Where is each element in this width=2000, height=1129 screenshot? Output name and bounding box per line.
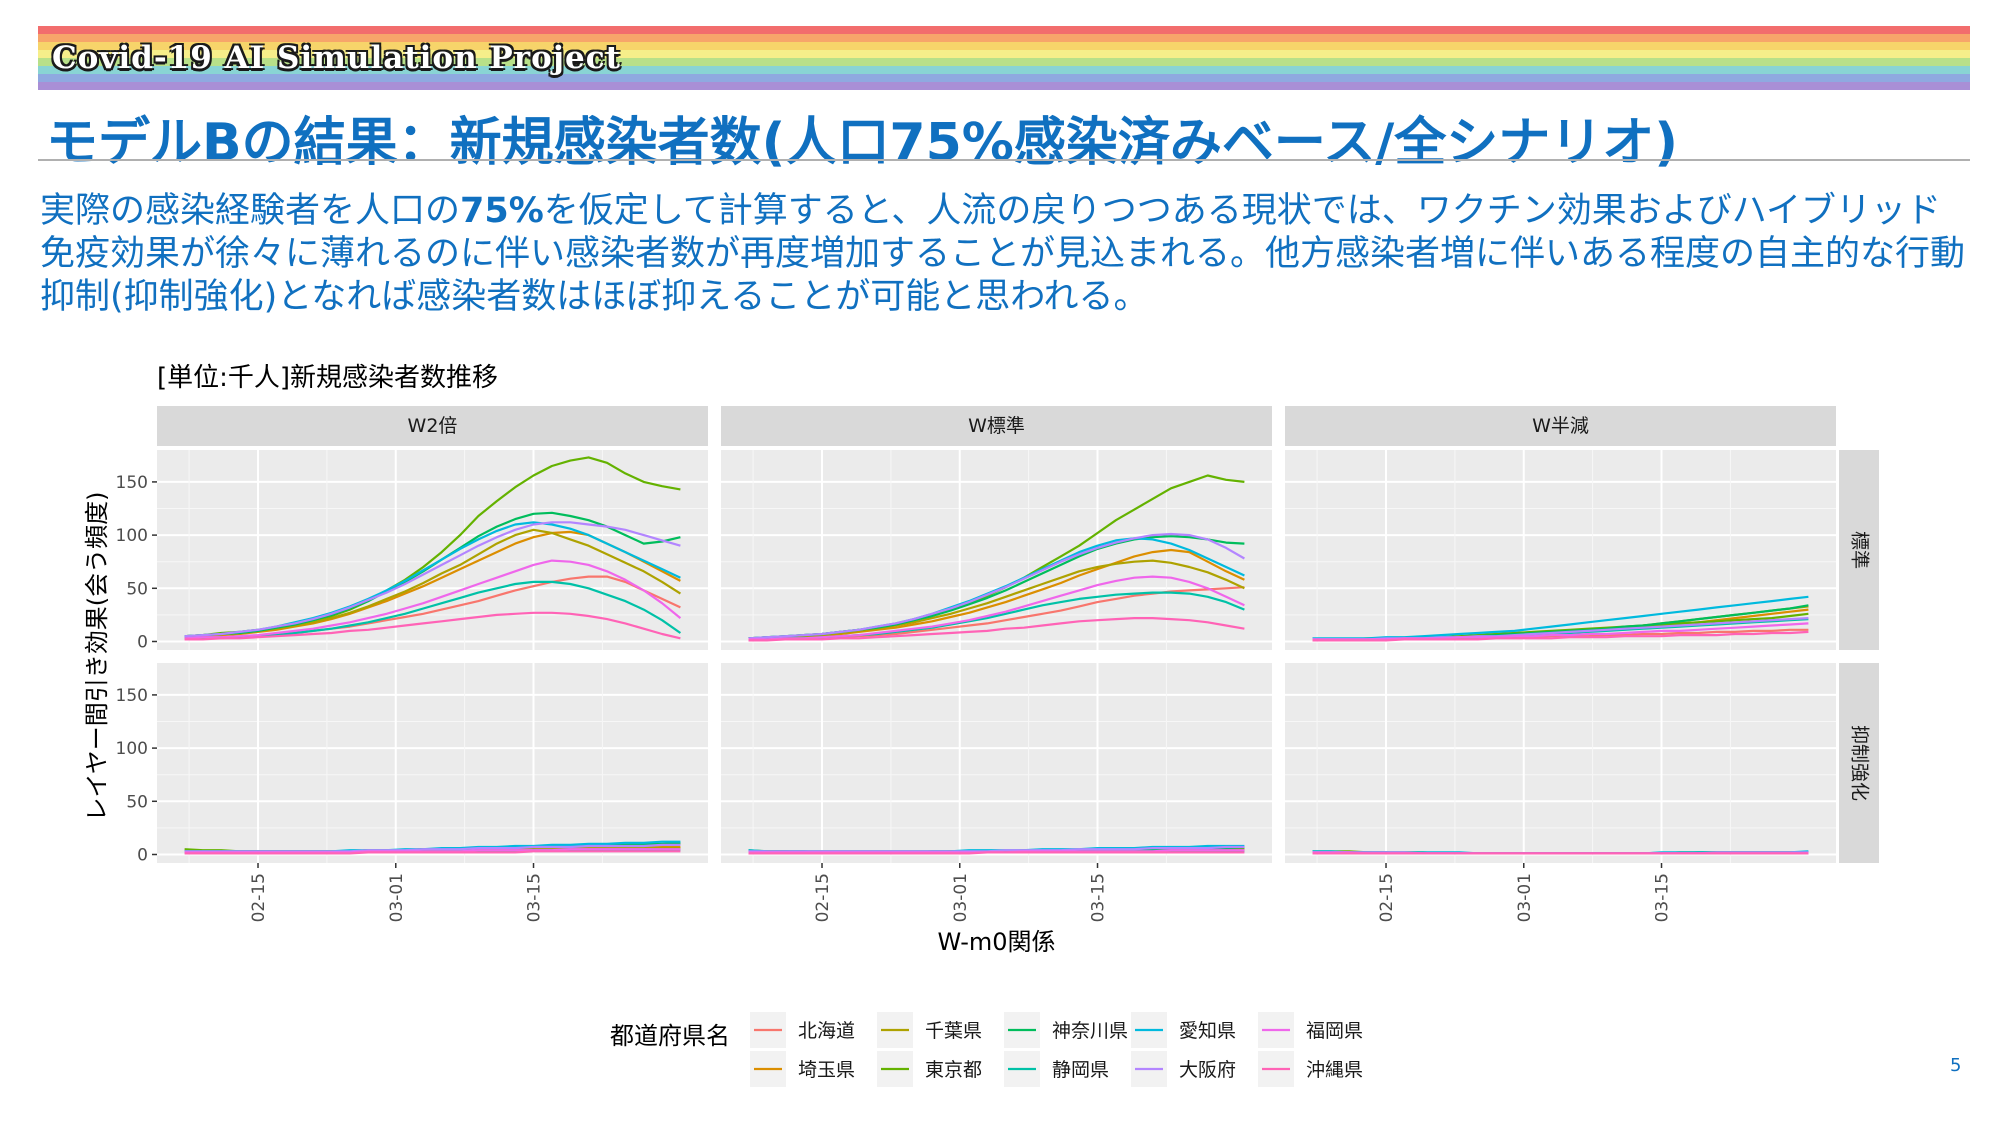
facet-row-label: 抑制強化 <box>1849 725 1871 801</box>
page-number: 5 <box>1950 1055 1962 1076</box>
rainbow-stripe <box>38 58 1970 66</box>
series-line <box>748 845 1245 853</box>
project-banner-title: Covid-19 AI Simulation Project <box>52 40 621 76</box>
x-tick-label: 03-01 <box>951 873 971 922</box>
rainbow-stripe <box>38 34 1970 42</box>
y-tick-label: 150 <box>116 473 148 493</box>
panel-background <box>1285 663 1836 863</box>
legend-label: 神奈川県 <box>1052 1020 1128 1042</box>
panel-background <box>721 663 1272 863</box>
rainbow-stripe <box>38 74 1970 82</box>
rainbow-stripe <box>38 82 1970 90</box>
legend-label: 埼玉県 <box>798 1059 855 1081</box>
slide-body-text: 実際の感染経験者を人口の75%を仮定して計算すると、人流の戻りつつある現状では、… <box>40 190 1970 319</box>
rainbow-stripe <box>38 50 1970 58</box>
slide-title: モデルBの結果：新規感染者数(人口75%感染済みベース/全シナリオ) <box>46 113 1679 173</box>
facet-col-label: W半減 <box>1532 415 1589 437</box>
x-tick-label: 03-15 <box>1653 873 1673 922</box>
series-line <box>184 521 681 638</box>
x-tick-label: 03-01 <box>387 873 407 922</box>
y-axis-title: レイヤー間引き効果(会う頻度) <box>83 491 111 821</box>
series-line <box>748 851 1245 855</box>
series-line <box>184 843 681 853</box>
rainbow-stripe <box>38 26 1970 34</box>
y-tick-label: 100 <box>116 739 148 759</box>
x-tick-label: 02-15 <box>813 873 833 922</box>
legend-label: 東京都 <box>925 1059 982 1081</box>
legend-label: 大阪府 <box>1179 1059 1236 1081</box>
legend-label: 愛知県 <box>1179 1020 1236 1042</box>
facet-strip-col <box>1285 406 1836 446</box>
facet-col-label: W標準 <box>968 415 1025 437</box>
y-tick-label: 50 <box>126 792 148 812</box>
legend-title: 都道府県名 <box>610 1022 730 1050</box>
legend-label: 沖縄県 <box>1306 1059 1363 1081</box>
panel-background <box>157 450 708 650</box>
body-text-highlight: 75% <box>460 191 544 231</box>
series-line <box>184 559 682 640</box>
facet-strip-row <box>1839 450 1879 650</box>
facet-strip-row <box>1839 663 1879 863</box>
series-line <box>748 616 1245 642</box>
rainbow-banner <box>38 26 1970 90</box>
facet-strip-col <box>721 406 1272 446</box>
body-text-part1: 実際の感染経験者を人口の <box>40 191 461 231</box>
y-tick-label: 50 <box>126 579 148 599</box>
x-tick-label: 02-15 <box>249 873 269 922</box>
facet-row-label: 標準 <box>1849 531 1871 569</box>
legend-label: 北海道 <box>798 1020 855 1042</box>
series-line <box>1312 630 1809 642</box>
y-tick-label: 150 <box>116 686 148 706</box>
x-tick-label: 02-15 <box>1377 873 1397 922</box>
y-tick-label: 0 <box>137 845 148 865</box>
legend-label: 千葉県 <box>925 1020 982 1042</box>
chart-title: [単位:千人]新規感染者数推移 <box>157 363 498 393</box>
legend-label: 静岡県 <box>1052 1059 1109 1081</box>
x-tick-label: 03-01 <box>1515 873 1535 922</box>
x-tick-label: 03-15 <box>525 873 545 922</box>
y-tick-label: 0 <box>137 632 148 652</box>
rainbow-stripe <box>38 42 1970 50</box>
panel-background <box>157 663 708 863</box>
x-tick-label: 03-15 <box>1089 873 1109 922</box>
series-line <box>184 611 681 641</box>
facet-strip-col <box>157 406 708 446</box>
x-axis-title: W-m0関係 <box>937 928 1055 956</box>
title-divider <box>38 159 1970 161</box>
body-text-part2: を仮定して計算すると、人流の戻りつつある現状では、ワクチン効果およびハイブリッド… <box>40 191 1966 317</box>
series-line <box>184 850 681 855</box>
y-tick-label: 100 <box>116 526 148 546</box>
legend-label: 福岡県 <box>1306 1020 1363 1042</box>
series-line <box>748 532 1245 640</box>
rainbow-stripe <box>38 66 1970 74</box>
facet-col-label: W2倍 <box>408 415 458 437</box>
series-line <box>748 575 1245 641</box>
